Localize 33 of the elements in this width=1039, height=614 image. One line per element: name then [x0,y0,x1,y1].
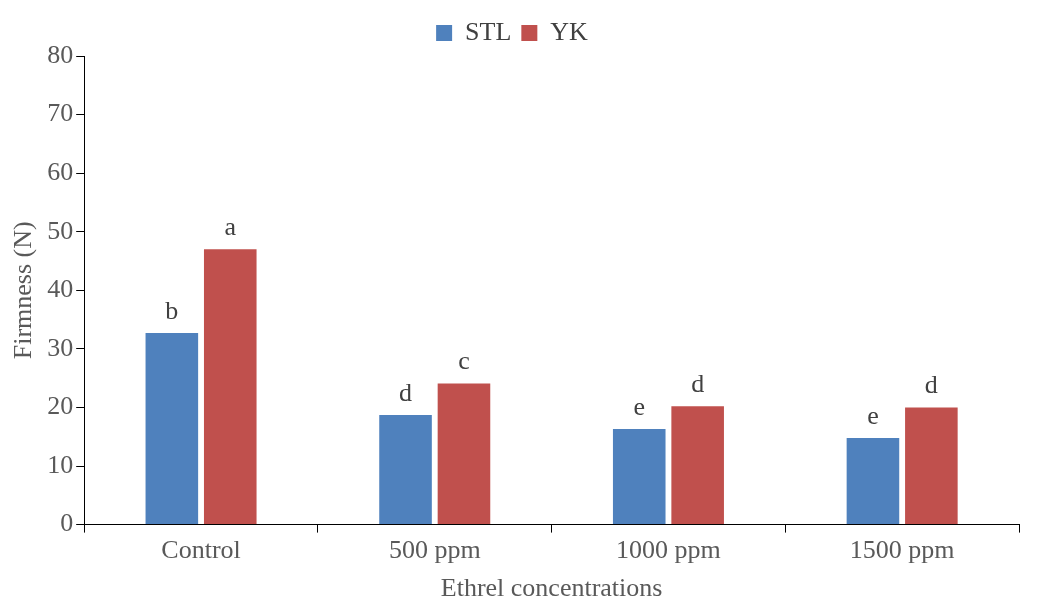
bar [203,249,257,525]
data-label: b [165,295,179,325]
x-tick-label: 1000 ppm [616,535,721,565]
y-tick-label: 0 [60,508,74,538]
bar [437,383,491,525]
y-tick-label: 50 [47,215,74,245]
legend-label: YK [550,16,589,46]
data-label: c [458,346,470,376]
y-tick-label: 60 [47,156,74,186]
y-tick-label: 40 [47,274,74,304]
data-label: d [691,369,705,399]
y-tick-label: 30 [47,332,74,362]
legend-label: STL [465,16,512,46]
data-label: d [924,370,938,400]
y-tick-label: 10 [47,449,74,479]
bar [612,429,666,525]
y-axis-title: Firmness (N) [8,221,38,360]
x-axis-title: Ethrel concentrations [440,573,663,603]
y-tick-label: 70 [47,98,74,128]
bar [145,333,199,525]
y-tick-label: 80 [47,39,74,69]
bar [379,415,432,525]
x-tick-label: Control [161,535,241,565]
x-tick-label: 500 ppm [388,535,481,565]
data-label: e [633,391,646,421]
bar [846,437,900,525]
x-tick-label: 1500 ppm [849,535,955,565]
data-label: a [224,212,237,242]
y-tick-label: 20 [47,391,74,421]
data-label: e [867,400,879,430]
bar [905,407,958,525]
bar [671,406,724,525]
data-label: d [399,377,413,407]
